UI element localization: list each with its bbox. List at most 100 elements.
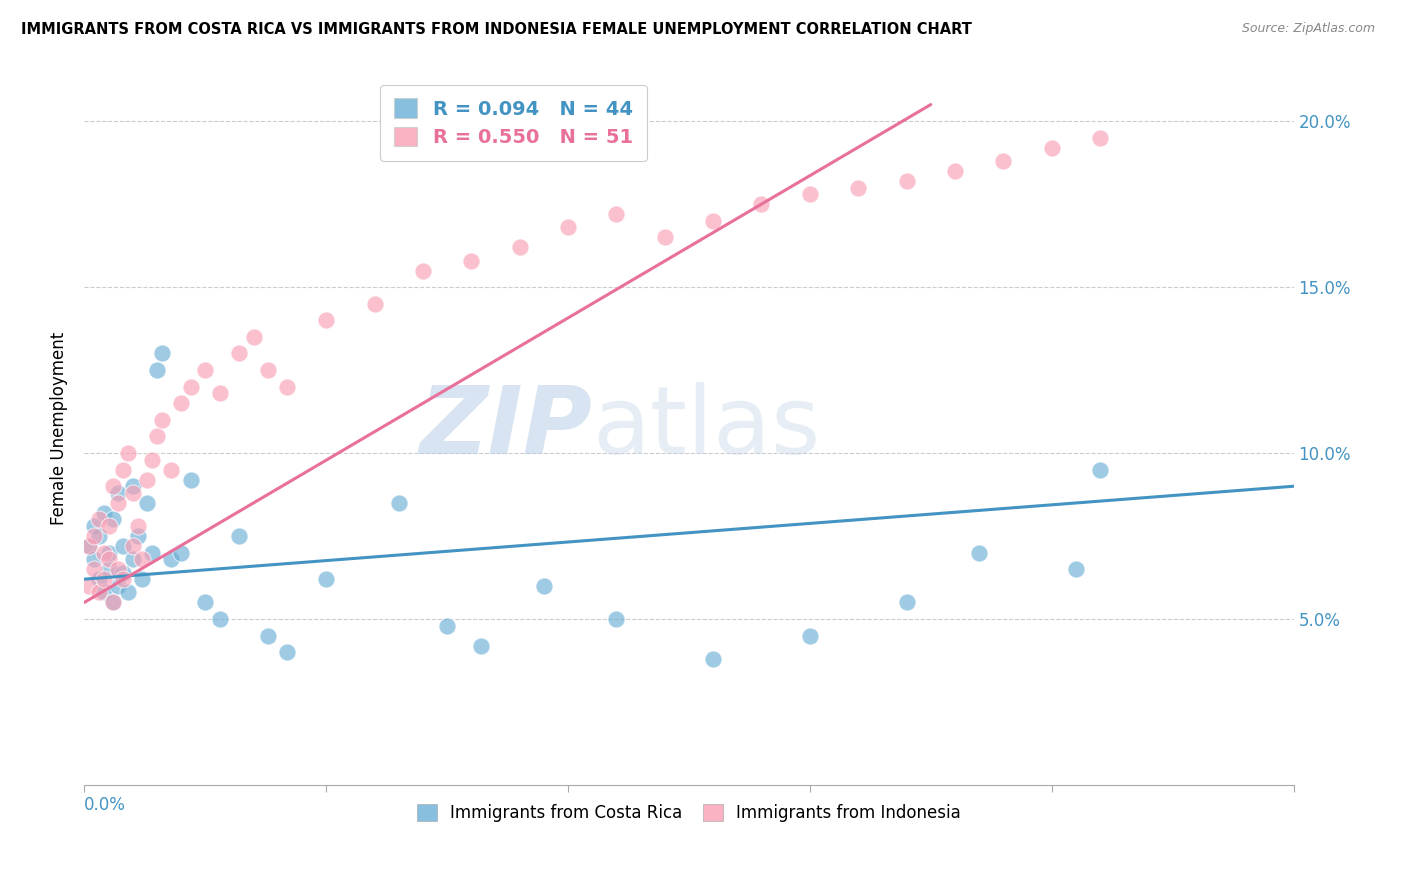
Point [799, 629, 821, 643]
Point [228, 346, 250, 360]
Point [117, 585, 139, 599]
Point [194, 363, 217, 377]
Point [107, 486, 129, 500]
Point [276, 645, 298, 659]
Point [194, 595, 217, 609]
Point [388, 496, 411, 510]
Point [1088, 130, 1111, 145]
Point [605, 207, 627, 221]
Point [363, 296, 385, 310]
Point [412, 263, 434, 277]
Point [533, 579, 555, 593]
Legend: Immigrants from Costa Rica, Immigrants from Indonesia: Immigrants from Costa Rica, Immigrants f… [409, 796, 969, 830]
Point [276, 379, 298, 393]
Point [967, 546, 990, 560]
Point [103, 512, 125, 526]
Point [136, 496, 159, 510]
Point [943, 164, 966, 178]
Point [87, 512, 110, 526]
Point [121, 539, 143, 553]
Point [702, 652, 724, 666]
Point [146, 363, 169, 377]
Point [77, 539, 100, 553]
Point [117, 446, 139, 460]
Point [83, 562, 105, 576]
Point [799, 187, 821, 202]
Point [112, 566, 135, 580]
Point [557, 220, 579, 235]
Point [1064, 562, 1087, 576]
Point [131, 572, 153, 586]
Point [257, 629, 280, 643]
Point [180, 379, 202, 393]
Point [77, 579, 100, 593]
Point [107, 579, 129, 593]
Point [127, 529, 149, 543]
Point [315, 313, 337, 327]
Point [127, 519, 149, 533]
Point [141, 452, 163, 467]
Text: 0.0%: 0.0% [84, 796, 127, 814]
Point [77, 539, 100, 553]
Point [146, 429, 169, 443]
Point [83, 552, 105, 566]
Point [846, 180, 869, 194]
Point [107, 562, 129, 576]
Point [257, 363, 280, 377]
Point [141, 546, 163, 560]
Point [103, 479, 125, 493]
Point [993, 153, 1015, 168]
Point [228, 529, 250, 543]
Point [136, 473, 159, 487]
Point [605, 612, 627, 626]
Point [1088, 463, 1111, 477]
Point [97, 562, 120, 576]
Point [242, 330, 264, 344]
Point [702, 213, 724, 227]
Point [436, 618, 458, 632]
Point [93, 506, 115, 520]
Y-axis label: Female Unemployment: Female Unemployment [49, 332, 67, 524]
Point [208, 386, 231, 401]
Point [896, 174, 918, 188]
Point [160, 463, 183, 477]
Point [121, 552, 143, 566]
Point [112, 572, 135, 586]
Point [150, 346, 173, 360]
Point [121, 479, 143, 493]
Point [97, 519, 120, 533]
Point [87, 529, 110, 543]
Point [208, 612, 231, 626]
Point [93, 585, 115, 599]
Point [97, 546, 120, 560]
Point [315, 572, 337, 586]
Point [87, 572, 110, 586]
Point [470, 639, 492, 653]
Point [87, 585, 110, 599]
Point [654, 230, 676, 244]
Point [93, 546, 115, 560]
Text: atlas: atlas [592, 382, 821, 475]
Point [93, 572, 115, 586]
Point [131, 552, 153, 566]
Point [107, 496, 129, 510]
Point [112, 539, 135, 553]
Point [751, 197, 773, 211]
Point [103, 595, 125, 609]
Point [180, 473, 202, 487]
Point [83, 529, 105, 543]
Point [1040, 141, 1063, 155]
Point [509, 240, 531, 254]
Point [112, 463, 135, 477]
Text: ZIP: ZIP [419, 382, 592, 475]
Point [896, 595, 918, 609]
Text: IMMIGRANTS FROM COSTA RICA VS IMMIGRANTS FROM INDONESIA FEMALE UNEMPLOYMENT CORR: IMMIGRANTS FROM COSTA RICA VS IMMIGRANTS… [21, 22, 972, 37]
Point [150, 413, 173, 427]
Point [97, 552, 120, 566]
Point [170, 546, 193, 560]
Point [460, 253, 482, 268]
Point [83, 519, 105, 533]
Text: Source: ZipAtlas.com: Source: ZipAtlas.com [1241, 22, 1375, 36]
Point [160, 552, 183, 566]
Point [103, 595, 125, 609]
